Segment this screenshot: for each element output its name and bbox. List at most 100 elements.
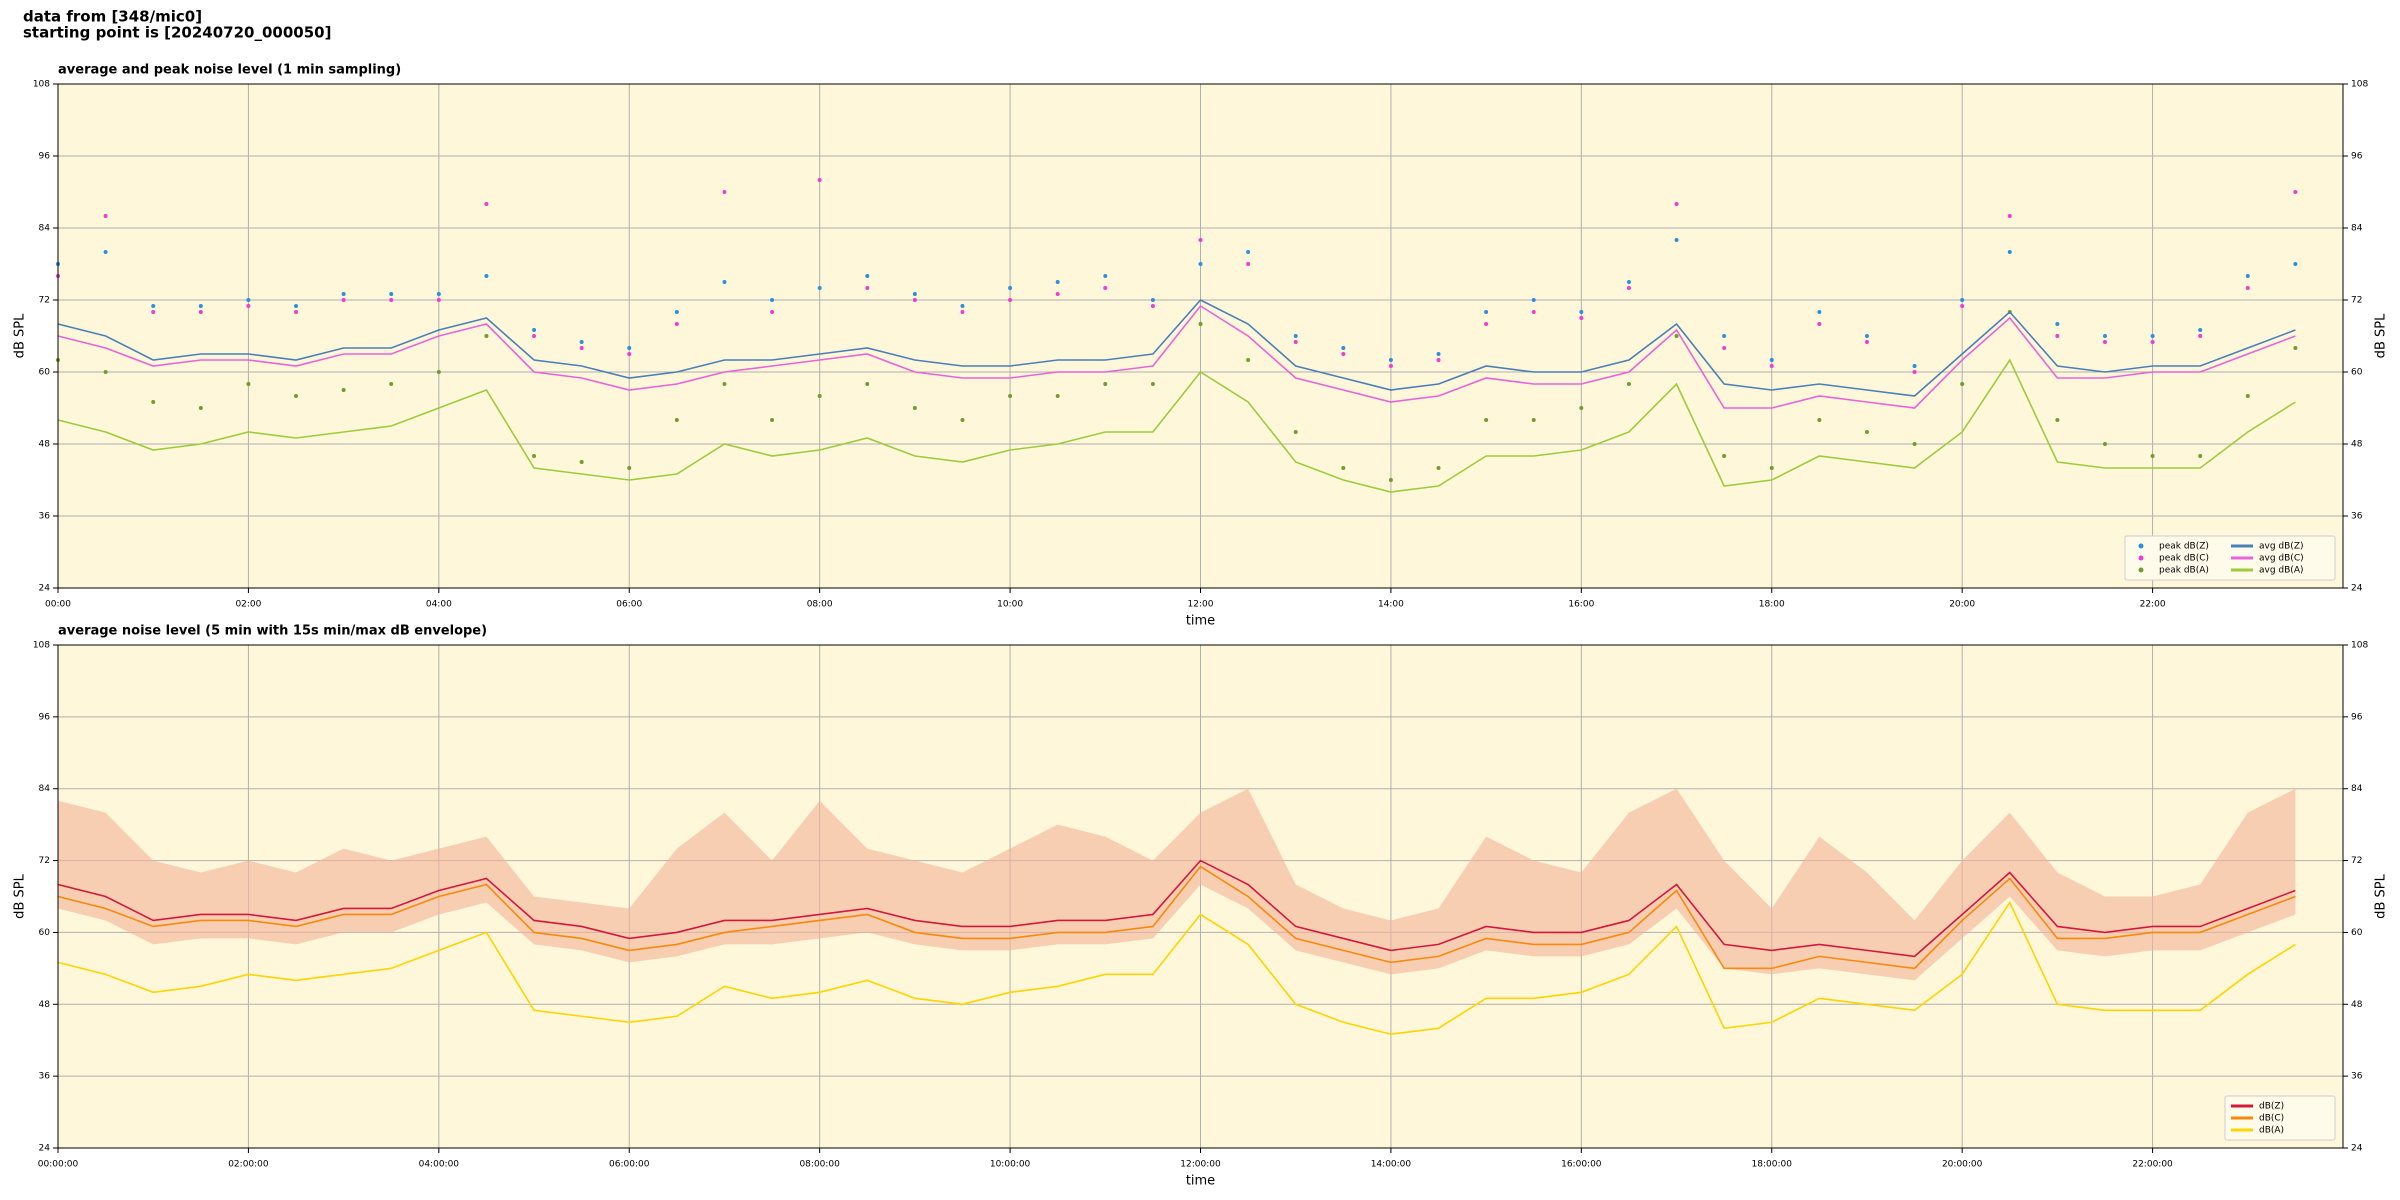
peak-marker bbox=[1103, 274, 1108, 278]
peak-marker bbox=[2198, 454, 2203, 458]
peak-marker bbox=[2055, 322, 2060, 326]
peak-marker bbox=[2150, 340, 2155, 344]
y2-tick-label: 60 bbox=[2351, 368, 2363, 378]
peak-marker bbox=[2198, 328, 2203, 332]
peak-marker bbox=[1484, 322, 1489, 326]
peak-marker bbox=[389, 298, 394, 302]
peak-marker bbox=[1198, 322, 1203, 326]
series-line bbox=[57, 299, 2296, 397]
peak-marker bbox=[1484, 418, 1489, 422]
peak-marker bbox=[1008, 394, 1013, 398]
peak-marker bbox=[2007, 214, 2012, 218]
series-line bbox=[57, 304, 2296, 409]
series-line bbox=[57, 358, 2296, 493]
peak-marker bbox=[722, 190, 727, 194]
peak-marker bbox=[1912, 364, 1917, 368]
peak-marker bbox=[436, 370, 441, 374]
legend-marker bbox=[2138, 555, 2144, 561]
peak-marker bbox=[2055, 418, 2060, 422]
legend-label: avg dB(C) bbox=[2259, 554, 2304, 564]
peak-marker bbox=[1579, 310, 1584, 314]
x-tick-label: 02:00 bbox=[235, 600, 261, 610]
peak-marker bbox=[1531, 298, 1536, 302]
peak-marker bbox=[1388, 364, 1393, 368]
peak-marker bbox=[532, 328, 537, 332]
y2-tick-label: 48 bbox=[2351, 1000, 2363, 1010]
chart-title: average noise level (5 min with 15s min/… bbox=[58, 624, 487, 639]
peak-marker bbox=[1626, 286, 1631, 290]
y-tick-label: 24 bbox=[39, 584, 51, 594]
y2-tick-label: 48 bbox=[2351, 440, 2363, 450]
x-tick-label: 10:00 bbox=[997, 600, 1023, 610]
legend-marker bbox=[2138, 567, 2144, 573]
y-tick-label: 84 bbox=[39, 224, 51, 234]
peak-marker bbox=[674, 322, 679, 326]
peak-marker bbox=[151, 400, 156, 404]
peak-marker bbox=[1484, 310, 1489, 314]
x-axis-label: time bbox=[1186, 614, 1215, 629]
peak-marker bbox=[865, 382, 870, 386]
peak-marker bbox=[579, 460, 584, 464]
peak-marker bbox=[1341, 346, 1346, 350]
peak-marker bbox=[151, 304, 156, 308]
y-tick-label: 72 bbox=[39, 856, 50, 866]
peak-marker bbox=[912, 406, 917, 410]
peak-marker bbox=[198, 304, 203, 308]
peak-marker bbox=[484, 274, 489, 278]
peak-marker bbox=[2293, 262, 2298, 266]
legend-label: peak dB(C) bbox=[2159, 554, 2209, 564]
peak-marker bbox=[2245, 286, 2250, 290]
y-tick-label: 72 bbox=[39, 296, 50, 306]
plot-frame bbox=[57, 644, 2344, 1149]
peak-marker bbox=[1626, 382, 1631, 386]
x-tick-label: 16:00 bbox=[1568, 600, 1594, 610]
peak-marker bbox=[770, 298, 775, 302]
peak-marker bbox=[1198, 238, 1203, 242]
peak-marker bbox=[912, 292, 917, 296]
y-tick-label: 96 bbox=[39, 152, 51, 162]
peak-marker bbox=[1055, 280, 1060, 284]
peak-marker bbox=[1150, 382, 1155, 386]
peak-marker bbox=[2150, 334, 2155, 338]
y2-tick-label: 24 bbox=[2351, 584, 2363, 594]
header-line: starting point is [20240720_000050] bbox=[23, 24, 331, 42]
y-tick-label: 36 bbox=[39, 1072, 51, 1082]
peak-marker bbox=[1293, 334, 1298, 338]
y-tick-label: 108 bbox=[33, 641, 50, 651]
peak-marker bbox=[770, 310, 775, 314]
peak-marker bbox=[1150, 298, 1155, 302]
x-tick-label: 14:00:00 bbox=[1371, 1160, 1412, 1170]
header-line: data from [348/mic0] bbox=[23, 8, 202, 26]
peak-marker bbox=[1864, 334, 1869, 338]
peak-marker bbox=[103, 214, 108, 218]
peak-marker bbox=[1198, 262, 1203, 266]
peak-marker bbox=[1388, 478, 1393, 482]
peak-marker bbox=[722, 280, 727, 284]
x-tick-label: 20:00 bbox=[1949, 600, 1975, 610]
peak-marker bbox=[1864, 340, 1869, 344]
peak-marker bbox=[1674, 202, 1679, 206]
peak-marker bbox=[1912, 370, 1917, 374]
x-tick-label: 22:00 bbox=[2140, 600, 2166, 610]
peak-marker bbox=[579, 340, 584, 344]
y-tick-label: 60 bbox=[39, 928, 51, 938]
y2-axis-label: dB SPL bbox=[2374, 313, 2389, 358]
peak-marker bbox=[865, 274, 870, 278]
peak-marker bbox=[2102, 340, 2107, 344]
peak-marker bbox=[1150, 304, 1155, 308]
peak-marker bbox=[1674, 334, 1679, 338]
peak-marker bbox=[484, 202, 489, 206]
peak-marker bbox=[722, 382, 727, 386]
y2-tick-label: 60 bbox=[2351, 928, 2363, 938]
y2-tick-label: 108 bbox=[2351, 80, 2368, 90]
x-tick-label: 00:00 bbox=[45, 600, 71, 610]
legend-label: dB(A) bbox=[2259, 1126, 2284, 1136]
x-tick-label: 18:00 bbox=[1759, 600, 1785, 610]
peak-marker bbox=[1341, 352, 1346, 356]
x-tick-label: 06:00:00 bbox=[609, 1160, 650, 1170]
peak-marker bbox=[1103, 382, 1108, 386]
y2-tick-label: 72 bbox=[2351, 856, 2362, 866]
y2-tick-label: 72 bbox=[2351, 296, 2362, 306]
peak-marker bbox=[770, 418, 775, 422]
